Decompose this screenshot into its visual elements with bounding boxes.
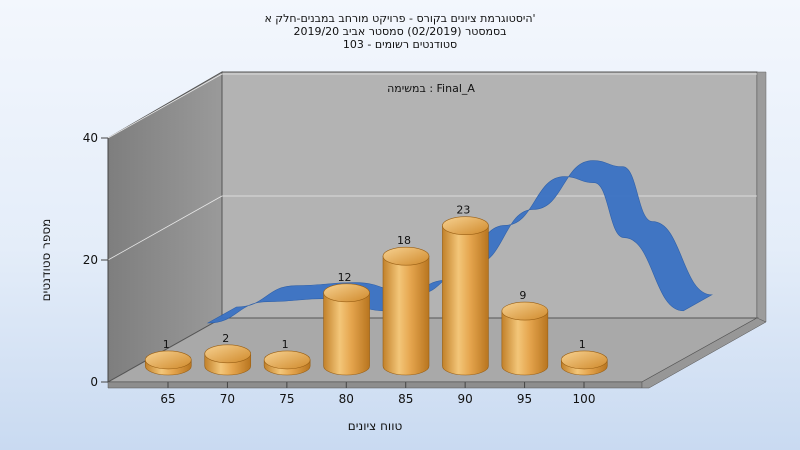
bar: 1 [144,338,192,376]
bar: 1 [560,338,608,376]
bar-value-label: 9 [519,289,526,302]
bar: 9 [501,289,549,376]
gridline-side [107,195,223,261]
x-tick-label: 90 [458,392,473,406]
right-wall-edge [756,71,767,323]
x-axis-label: טווח ציונים [348,419,403,433]
y-tick-label: 40 [83,131,98,145]
y-tick-label: 20 [83,253,98,267]
y-tick-label: 0 [90,375,98,389]
task-annotation: במשימה : Final_A [387,82,475,95]
bar: 18 [382,234,430,376]
bar: 12 [323,271,370,376]
x-tick-label: 80 [339,392,354,406]
bar-top [144,350,192,370]
x-tick-label: 75 [279,392,294,406]
x-tick-label: 95 [517,392,532,406]
x-tick-label: 85 [398,392,413,406]
bar-top [560,350,608,370]
bar-value-label: 1 [163,338,170,351]
floor-front-edge [107,381,643,389]
title-line-1: היסטוגרמת ציונים בקורס - פרויקט מורחב במ… [264,12,535,25]
bar-top [323,283,370,303]
bar-body [442,225,489,376]
x-tick-label: 70 [220,392,235,406]
y-axis-label: מספר סטודנטים [39,219,53,302]
bar-body [382,255,430,376]
bar-value-label: 1 [282,338,289,351]
bar-top [382,246,430,266]
chart-title: היסטוגרמת ציונים בקורס - פרויקט מורחב במ… [264,12,535,51]
gridlines [107,73,757,261]
bar-body [323,292,370,376]
bar-value-label: 18 [397,234,411,247]
title-line-3: סטודנטים רשומים - 103 [343,38,457,51]
x-tick-label: 65 [160,392,175,406]
bar-top [263,350,311,370]
bar-value-label: 23 [456,204,470,217]
gridline-side [107,73,223,139]
y-ticks: 0 20 40 [83,131,108,389]
floor-right-edge [641,317,767,389]
x-ticks: 65 70 75 80 85 90 95 100 [160,382,595,406]
bar-top [442,216,489,235]
bar-top [501,301,549,321]
bar: 23 [442,204,489,376]
title-line-2: בסמסטר (02/2019) סמסטר אביב 2019/20 [293,25,506,38]
bar-value-label: 1 [579,338,586,351]
bar-value-label: 12 [338,271,352,284]
x-tick-label: 100 [573,392,596,406]
bar-body [501,310,549,376]
bar-value-label: 2 [222,332,229,345]
bar: 2 [204,332,252,376]
bar: 1 [263,338,311,376]
bar-top [204,344,252,364]
